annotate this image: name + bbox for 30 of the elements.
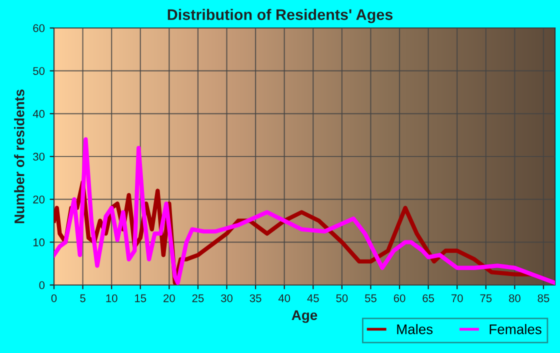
x-tick-label: 30 xyxy=(221,294,233,302)
x-tick-label: 50 xyxy=(336,294,348,302)
x-tick-label: 80 xyxy=(508,294,520,302)
y-tick-label: 50 xyxy=(33,67,45,75)
y-tick-label: 60 xyxy=(33,24,45,32)
legend-label: Females xyxy=(490,324,542,334)
y-tick-label: 40 xyxy=(32,110,45,118)
y-tick-label: 10 xyxy=(33,238,45,246)
x-tick-label: 40 xyxy=(278,294,290,302)
x-tick-label: 0 xyxy=(51,294,57,302)
x-tick-label: 85 xyxy=(538,294,550,302)
legend-label: Males xyxy=(397,324,433,334)
x-tick-label: 60 xyxy=(394,294,406,302)
x-tick-label: 35 xyxy=(250,294,262,302)
x-tick-label: 65 xyxy=(422,294,434,302)
x-axis-title: Age xyxy=(292,310,318,323)
x-tick-label: 70 xyxy=(451,294,463,302)
x-tick-label: 20 xyxy=(164,294,175,302)
y-tick-label: 30 xyxy=(33,152,45,161)
y-tick-label: 0 xyxy=(39,281,45,290)
y-tick-label: 20 xyxy=(33,196,45,204)
x-tick-label: 55 xyxy=(364,294,376,302)
x-tick-label: 15 xyxy=(135,294,146,302)
x-tick-label: 10 xyxy=(106,294,118,302)
x-tick-label: 75 xyxy=(480,294,492,302)
x-tick-label: 45 xyxy=(307,294,319,302)
x-tick-label: 25 xyxy=(192,294,204,302)
y-axis-title: Number of residents xyxy=(14,90,24,224)
x-tick-label: 5 xyxy=(80,294,86,302)
chart-title: Distribution of Residents' Ages xyxy=(168,8,393,24)
